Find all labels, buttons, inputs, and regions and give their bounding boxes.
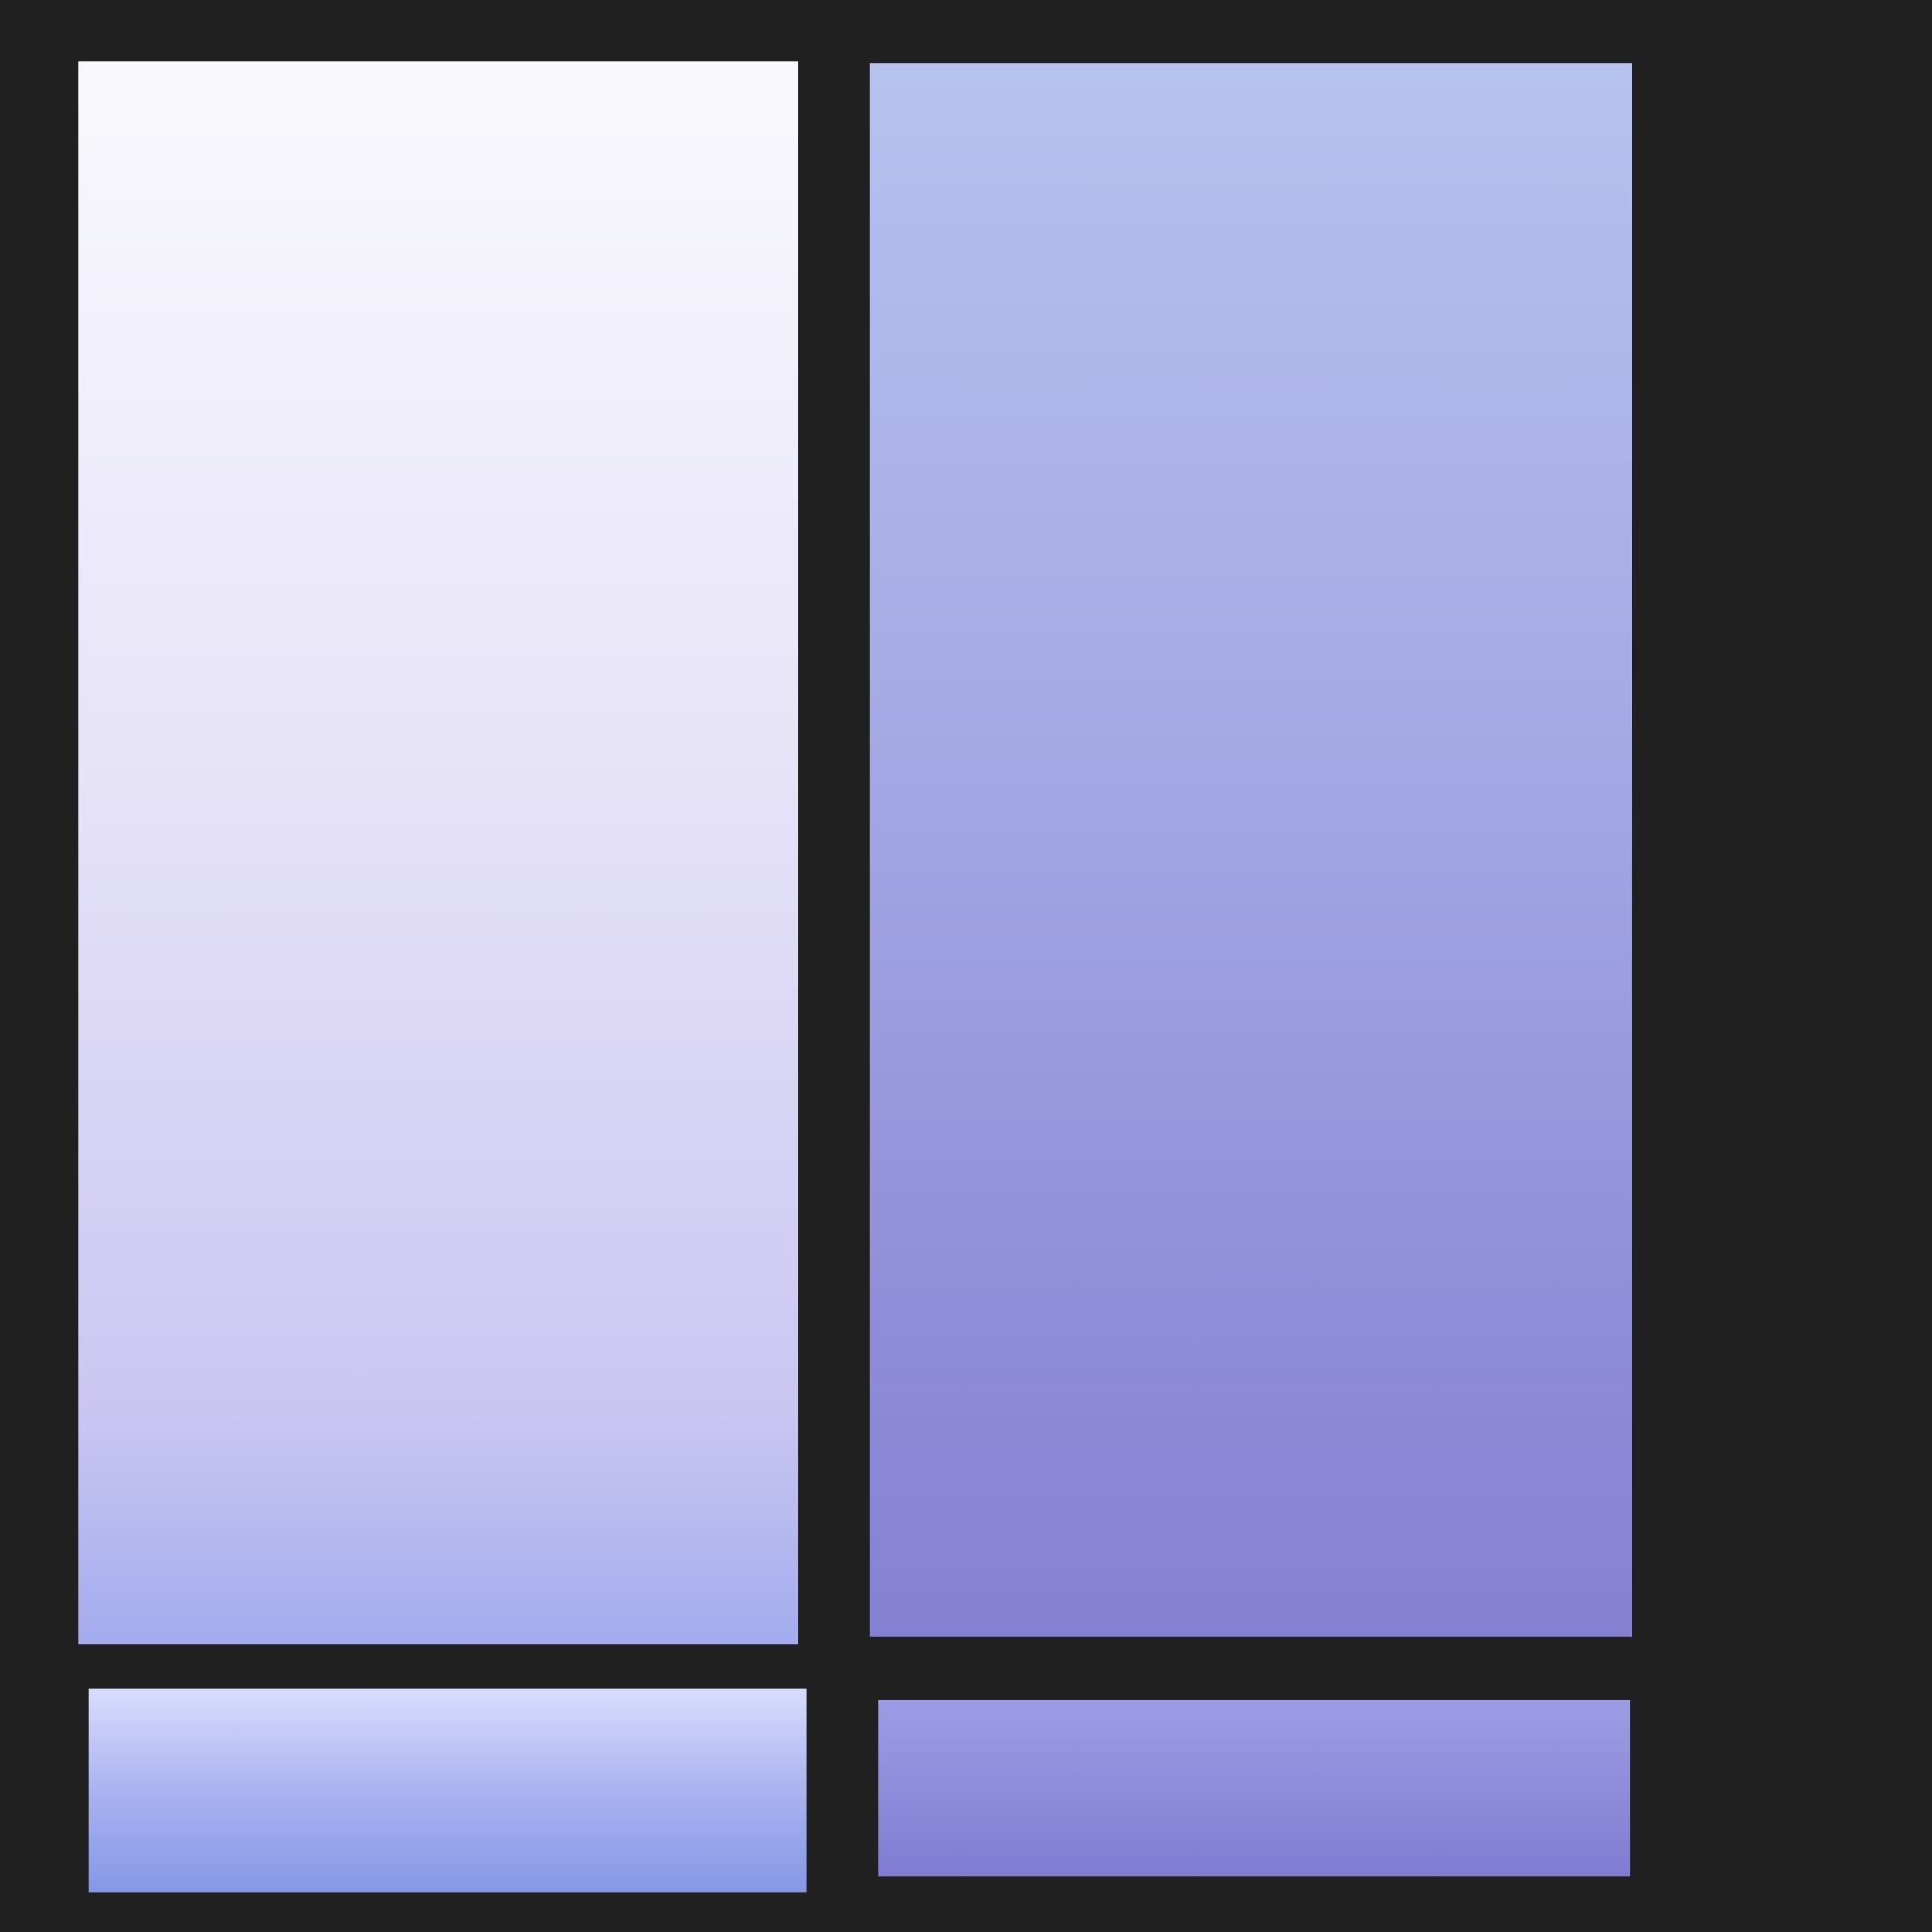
- gradient-panel-short-left: [89, 1689, 807, 1892]
- gradient-panel-tall-right: [870, 63, 1632, 1637]
- gradient-panel-short-right: [878, 1700, 1630, 1876]
- gradient-panel-tall-left: [78, 61, 798, 1644]
